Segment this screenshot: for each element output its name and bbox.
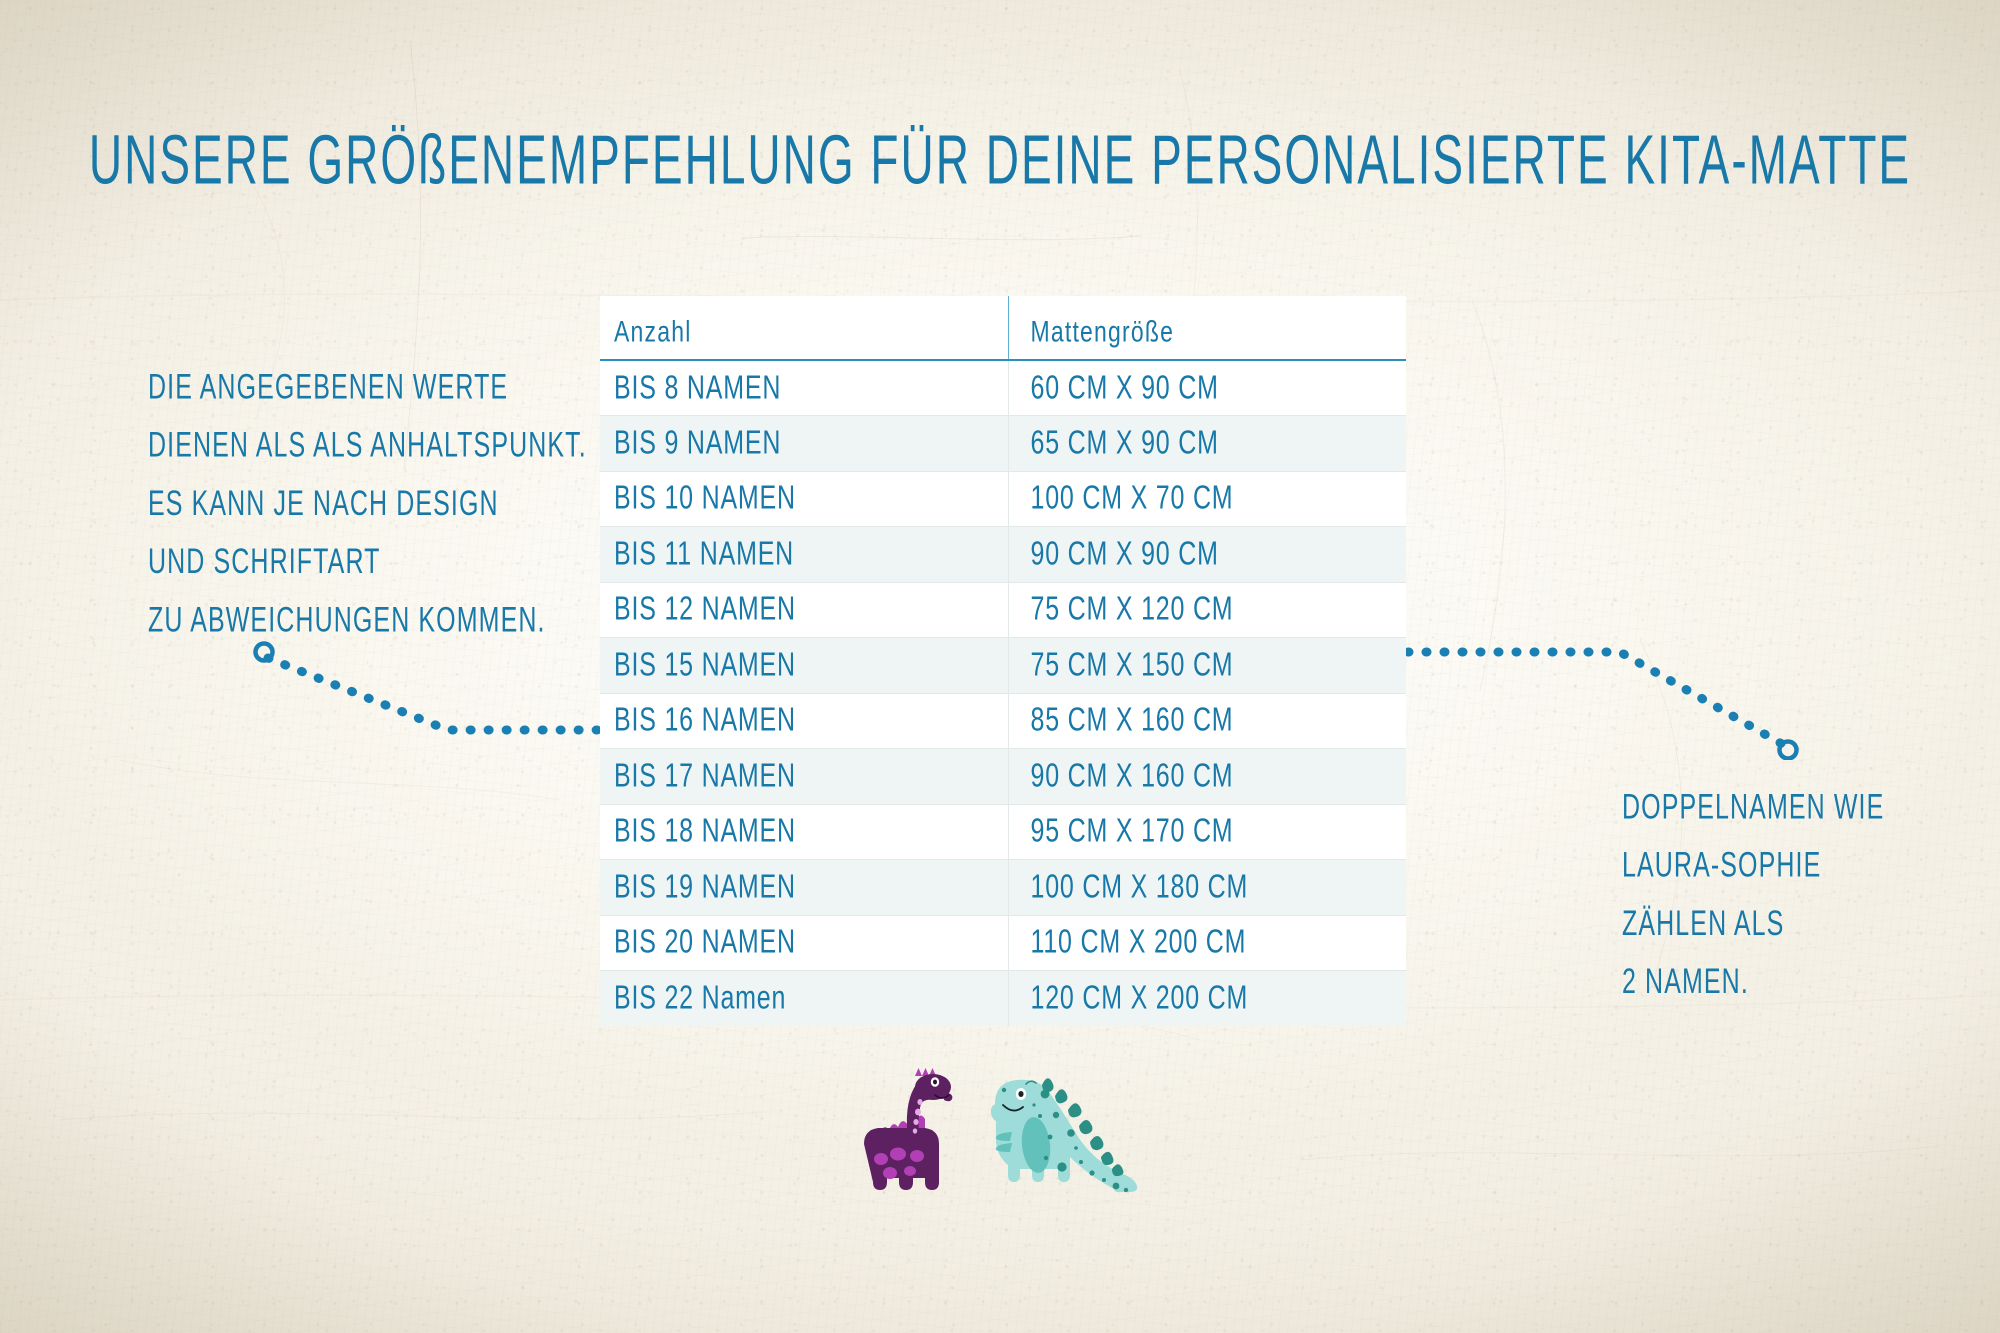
- page-title: UNSERE GRÖßENEMPFEHLUNG FÜR DEINE PERSON…: [88, 119, 1912, 199]
- cell-anzahl: BIS 19 NAMEN: [600, 859, 1008, 916]
- table-row: BIS 16 NAMEN 85 CM X 160 CM: [600, 693, 1406, 749]
- cell-anzahl: BIS 20 NAMEN: [600, 915, 1008, 971]
- table-row: BIS 15 NAMEN 75 CM X 150 CM: [600, 637, 1406, 694]
- size-recommendation-table: Anzahl Mattengröße BIS 8 NAMEN 60 CM X 9…: [600, 296, 1406, 1026]
- table-row: BIS 12 NAMEN 75 CM X 120 CM: [600, 582, 1406, 638]
- table-row: BIS 18 NAMEN 95 CM X 170 CM: [600, 804, 1406, 860]
- note-left-line-2: DIENEN ALS ALS ANHALTSPUNKT.: [148, 425, 587, 466]
- note-left-line-1: DIE ANGEGEBENEN WERTE: [148, 367, 509, 407]
- note-left-line-4: UND SCHRIFTART: [148, 541, 381, 582]
- size-recommendation-table-wrapper: Anzahl Mattengröße BIS 8 NAMEN 60 CM X 9…: [600, 296, 1406, 1026]
- teal-stegosaurus-icon: [990, 1078, 1138, 1193]
- cell-anzahl: BIS 8 NAMEN: [600, 360, 1008, 416]
- note-left-line-3: ES KANN JE NACH DESIGN: [148, 483, 499, 524]
- table-header: Anzahl Mattengröße: [600, 296, 1406, 361]
- table-row: BIS 9 NAMEN 65 CM X 90 CM: [600, 415, 1406, 472]
- cell-groesse: 90 CM X 90 CM: [1007, 526, 1406, 583]
- table-body: BIS 8 NAMEN 60 CM X 90 CM BIS 9 NAMEN 65…: [600, 360, 1406, 1026]
- purple-brontosaurus-icon: [864, 1068, 953, 1190]
- note-right-line-3: ZÄHLEN ALS: [1622, 903, 1785, 944]
- cell-groesse: 65 CM X 90 CM: [1007, 415, 1406, 472]
- column-header-anzahl: Anzahl: [600, 296, 1008, 361]
- note-right-line-4: 2 NAMEN.: [1622, 961, 1749, 1002]
- note-right-line-2: LAURA-SOPHIE: [1622, 845, 1822, 886]
- note-right-line-1: DOPPELNAMEN WIE: [1622, 787, 1885, 827]
- cell-groesse: 95 CM X 170 CM: [1007, 804, 1406, 860]
- cell-groesse: 100 CM X 180 CM: [1007, 859, 1406, 916]
- cell-anzahl: BIS 11 NAMEN: [600, 526, 1008, 583]
- table-row: BIS 17 NAMEN 90 CM X 160 CM: [600, 748, 1406, 805]
- cell-groesse: 85 CM X 160 CM: [1007, 693, 1406, 749]
- cell-groesse: 110 CM X 200 CM: [1007, 915, 1406, 971]
- cell-groesse: 75 CM X 150 CM: [1007, 637, 1406, 694]
- cell-groesse: 90 CM X 160 CM: [1007, 748, 1406, 805]
- connector-right-dotted-line: [1390, 647, 1799, 760]
- cell-groesse: 120 CM X 200 CM: [1007, 970, 1406, 1026]
- table-row: BIS 19 NAMEN 100 CM X 180 CM: [600, 859, 1406, 916]
- cell-anzahl: BIS 18 NAMEN: [600, 804, 1008, 860]
- cell-groesse: 100 CM X 70 CM: [1007, 471, 1406, 527]
- cell-groesse: 75 CM X 120 CM: [1007, 582, 1406, 638]
- cell-anzahl: BIS 16 NAMEN: [600, 693, 1008, 749]
- dinosaur-illustration: [864, 1068, 1138, 1193]
- note-left-line-5: ZU ABWEICHUNGEN KOMMEN.: [148, 600, 546, 640]
- table-row: BIS 20 NAMEN 110 CM X 200 CM: [600, 915, 1406, 971]
- table-row: BIS 8 NAMEN 60 CM X 90 CM: [600, 360, 1406, 416]
- cell-anzahl: BIS 9 NAMEN: [600, 415, 1008, 472]
- table-row: BIS 10 NAMEN 100 CM X 70 CM: [600, 471, 1406, 527]
- note-left: DIE ANGEGEBENEN WERTE DIENEN ALS ALS ANH…: [148, 367, 587, 661]
- cell-anzahl: BIS 12 NAMEN: [600, 582, 1008, 638]
- table-header-row: Anzahl Mattengröße: [600, 296, 1406, 361]
- column-header-mattengroesse: Mattengröße: [1007, 296, 1406, 361]
- cell-anzahl: BIS 22 Namen: [600, 970, 1008, 1026]
- cell-anzahl: BIS 17 NAMEN: [600, 748, 1008, 805]
- cell-groesse: 60 CM X 90 CM: [1007, 360, 1406, 416]
- table-row: BIS 11 NAMEN 90 CM X 90 CM: [600, 526, 1406, 583]
- connector-right-endpoint-dot: [1777, 739, 1799, 760]
- table-row: BIS 22 Namen 120 CM X 200 CM: [600, 970, 1406, 1026]
- cell-anzahl: BIS 15 NAMEN: [600, 637, 1008, 694]
- cell-anzahl: BIS 10 NAMEN: [600, 471, 1008, 527]
- note-right: DOPPELNAMEN WIE LAURA-SOPHIE ZÄHLEN ALS …: [1622, 787, 1885, 1023]
